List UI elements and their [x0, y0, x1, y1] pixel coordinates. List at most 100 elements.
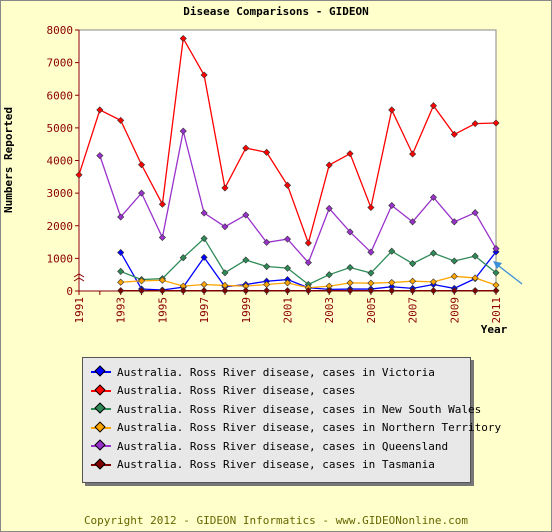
x-tick-label: 2007 [407, 297, 420, 324]
data-point [96, 152, 104, 160]
data-point [492, 119, 500, 127]
data-point [117, 267, 125, 275]
data-point [283, 264, 292, 272]
data-point [283, 279, 292, 287]
data-point [304, 259, 312, 267]
data-point [346, 228, 354, 236]
legend-marker [94, 383, 106, 396]
y-tick-label: 7000 [47, 57, 74, 70]
data-point [325, 161, 333, 169]
legend-marker [94, 402, 106, 414]
x-tick-label: 1991 [73, 297, 86, 324]
data-point [200, 287, 208, 295]
y-tick-label: 2000 [47, 220, 74, 233]
y-tick-label: 4000 [47, 155, 74, 168]
x-tick-label: 2005 [365, 297, 378, 324]
axis-break-mark [73, 273, 85, 282]
x-axis-label: Year [481, 323, 508, 336]
data-point [263, 287, 271, 295]
legend-label: Australia. Ross River disease, cases [117, 384, 356, 397]
data-point [117, 116, 125, 124]
data-point [346, 279, 354, 287]
legend-label: Australia. Ross River disease, cases in … [117, 421, 502, 434]
data-point [429, 287, 437, 295]
data-point [388, 247, 396, 255]
series-line [99, 130, 497, 264]
data-point [179, 127, 187, 135]
legend-label: Australia. Ross River disease, cases in … [117, 439, 449, 453]
data-point [221, 223, 229, 231]
legend-label: Australia. Ross River disease, cases in … [117, 365, 435, 379]
data-point [138, 277, 146, 285]
data-point [429, 249, 437, 257]
data-point [263, 238, 271, 246]
data-point [179, 282, 187, 290]
data-point [304, 239, 312, 247]
legend-item: Australia. Ross River disease, cases in … [91, 438, 448, 454]
data-point [367, 248, 375, 256]
legend-label: Australia. Ross River disease, cases in … [117, 458, 435, 471]
data-point [450, 287, 458, 295]
data-point [492, 245, 500, 253]
data-point [492, 281, 500, 289]
x-axis: 1991 1993 1995 1997 1999 2001 2003 2005 2007 2009… [73, 290, 503, 324]
x-tick-label: 2011 [490, 297, 503, 324]
data-point [158, 276, 166, 284]
data-point [388, 106, 396, 114]
series-5 [96, 127, 500, 267]
legend-swatch [91, 383, 111, 396]
plot-area [78, 29, 497, 292]
data-point [117, 213, 125, 221]
arrow-head [493, 261, 502, 269]
data-point [325, 282, 333, 290]
legend-marker [94, 457, 106, 470]
data-point [242, 144, 250, 152]
data-point [138, 161, 146, 169]
data-point [263, 262, 271, 271]
data-point [200, 234, 208, 243]
y-tick-label: 3000 [47, 187, 74, 200]
data-point [325, 287, 333, 295]
data-point [471, 252, 479, 260]
x-tick-label: 1995 [156, 297, 169, 324]
data-point [117, 287, 125, 295]
data-point [221, 287, 229, 295]
legend-swatch [91, 420, 111, 433]
data-point [450, 218, 458, 226]
data-point [283, 235, 292, 243]
x-tick-label: 1999 [240, 297, 253, 324]
data-point [429, 193, 437, 201]
data-point [283, 287, 292, 295]
legend-item: Australia. Ross River disease, cases in … [91, 457, 435, 473]
arrow-shaft [494, 262, 523, 285]
data-point [138, 189, 146, 197]
data-point [450, 272, 458, 280]
y-tick-label: 8000 [47, 24, 74, 37]
data-point [388, 287, 396, 295]
data-point [242, 282, 250, 290]
data-point [492, 269, 500, 277]
data-point [242, 211, 250, 219]
data-point [367, 269, 375, 277]
data-point [117, 248, 125, 257]
data-point [471, 120, 479, 128]
data-point [283, 181, 292, 189]
legend-marker [94, 439, 106, 451]
legend-item: Australia. Ross River disease, cases in … [91, 420, 501, 436]
data-point [75, 171, 83, 179]
data-point [117, 278, 125, 286]
data-point [471, 287, 479, 295]
legend-swatch [91, 439, 111, 451]
data-point [429, 102, 437, 110]
data-point [325, 204, 333, 212]
data-point [492, 287, 500, 295]
data-point [200, 253, 208, 261]
legend-marker [94, 365, 106, 377]
data-point [409, 287, 417, 295]
data-point [346, 287, 354, 295]
y-tick-label: 5000 [47, 122, 74, 135]
data-point [346, 150, 354, 158]
data-point [429, 278, 437, 286]
legend-swatch [91, 457, 111, 470]
data-point [409, 277, 417, 285]
